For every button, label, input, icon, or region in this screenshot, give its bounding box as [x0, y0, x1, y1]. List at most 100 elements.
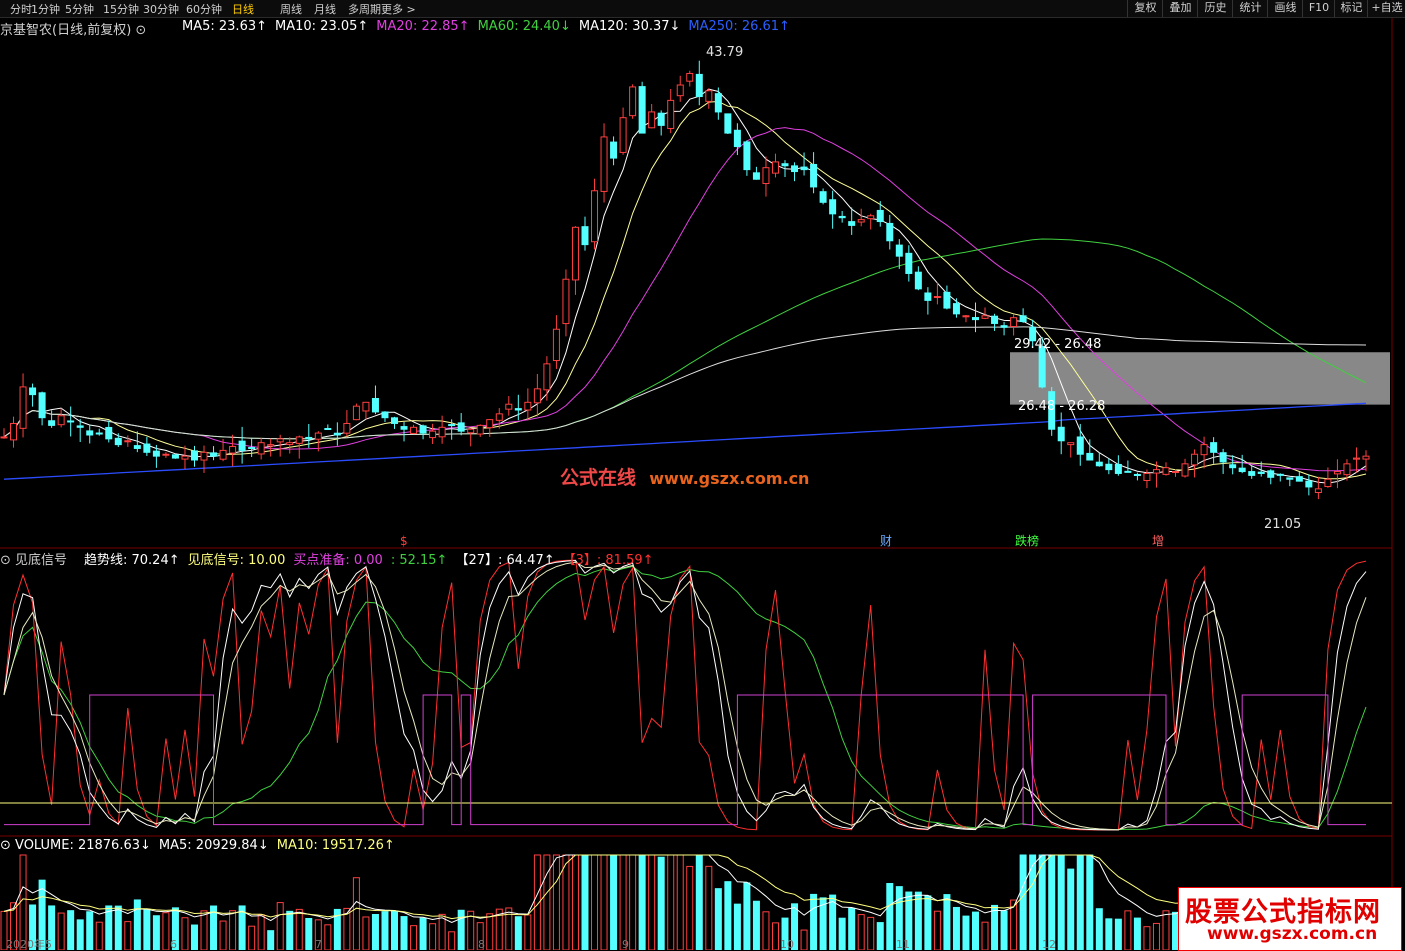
candle-body — [114, 437, 122, 446]
volume-bar — [1067, 868, 1075, 950]
candle-body — [10, 422, 18, 441]
volume-bar — [162, 912, 170, 950]
candle-body — [1352, 457, 1360, 460]
volume-bar — [667, 854, 675, 950]
candle-body — [752, 172, 760, 180]
period-tab-5[interactable]: 60分钟 — [186, 3, 222, 16]
volume-bar — [1124, 910, 1132, 950]
volume-bar — [95, 921, 103, 950]
candle-body — [600, 136, 608, 192]
candle-body — [1248, 471, 1256, 476]
volume-bar — [524, 914, 532, 950]
volume-bar — [752, 900, 760, 950]
volume-bar — [686, 865, 694, 950]
candle-body — [181, 455, 189, 460]
volume-bar — [533, 854, 541, 950]
period-tab-9[interactable]: 多周期 — [348, 3, 381, 16]
candle-body — [1181, 463, 1189, 477]
toolbar-tool-6[interactable]: 标记 — [1334, 0, 1368, 17]
volume-bar — [124, 921, 132, 950]
volume-bar — [438, 913, 446, 950]
toolbar-tool-4[interactable]: 画线 — [1267, 0, 1303, 17]
candle-body — [1362, 455, 1370, 460]
volume-ma10-line — [3, 854, 1367, 920]
ma-legend-item-2: MA20: 22.85↑ — [376, 19, 470, 34]
toolbar-tool-3[interactable]: 统计 — [1232, 0, 1268, 17]
candle-body — [971, 317, 979, 321]
volume-bar — [952, 906, 960, 950]
candle-body — [1324, 478, 1332, 488]
period-tab-6[interactable]: 日线 — [232, 3, 254, 16]
candle-body — [581, 226, 589, 246]
period-tab-0[interactable]: 分时 — [10, 3, 32, 16]
toolbar-tool-7[interactable]: +自选 — [1367, 0, 1405, 17]
volume-bar — [657, 856, 665, 950]
candle-body — [952, 303, 960, 315]
volume-bar — [1152, 922, 1160, 950]
period-tab-10[interactable]: 更多 > — [381, 3, 416, 16]
volume-bar — [190, 924, 198, 950]
volume-bar — [1029, 854, 1037, 950]
candle-body — [991, 315, 999, 324]
volume-bar — [305, 917, 313, 950]
candle-body — [295, 436, 303, 444]
candle-body — [1133, 473, 1141, 476]
period-tab-1[interactable]: 1分钟 — [31, 3, 60, 16]
volume-bar — [591, 854, 599, 950]
candle-body — [248, 447, 256, 450]
period-tab-8[interactable]: 月线 — [314, 3, 336, 16]
candle-body — [1295, 476, 1303, 482]
volume-bar — [1105, 918, 1113, 950]
toolbar-tool-1[interactable]: 叠加 — [1162, 0, 1198, 17]
volume-bar — [648, 854, 656, 950]
ma10-line — [3, 100, 1367, 480]
buy-ready-step-line — [4, 694, 1366, 826]
period-tab-3[interactable]: 15分钟 — [103, 3, 139, 16]
volume-bar — [610, 854, 618, 950]
candle-body — [524, 401, 532, 411]
volume-bar — [705, 865, 713, 950]
candle-body — [352, 405, 360, 421]
candle-body — [1276, 473, 1284, 476]
date-label-2: 7 — [315, 938, 322, 950]
indicator-title: ⊙ 见底信号 — [0, 553, 68, 568]
volume-bar — [400, 916, 408, 950]
candle-body — [29, 387, 37, 396]
period-tab-2[interactable]: 5分钟 — [65, 3, 94, 16]
candle-body — [895, 244, 903, 257]
candle-body — [76, 425, 84, 428]
period-tab-7[interactable]: 周线 — [280, 3, 302, 16]
candle-body — [391, 417, 399, 424]
volume-bar — [924, 895, 932, 950]
period-tab-4[interactable]: 30分钟 — [143, 3, 179, 16]
candle-body — [1305, 480, 1313, 488]
volume-bar — [352, 877, 360, 950]
volume-bar — [800, 929, 808, 950]
stock-title: 京基智农(日线,前复权) ⊙ — [0, 23, 147, 38]
indicator-trend-line — [3, 561, 1367, 831]
candle-body — [867, 215, 875, 220]
toolbar-tool-0[interactable]: 复权 — [1127, 0, 1163, 17]
toolbar-tool-2[interactable]: 历史 — [1197, 0, 1233, 17]
watermark-center: 公式在线 www.gszx.com.cn — [560, 467, 810, 489]
candle-body — [638, 86, 646, 134]
volume-bar — [219, 920, 227, 950]
candle-body — [48, 420, 56, 426]
toolbar-tool-5[interactable]: F10 — [1302, 0, 1335, 17]
volume-bar — [333, 908, 341, 950]
volume-bar — [1057, 854, 1065, 950]
volume-bar — [286, 910, 294, 950]
volume-bar — [229, 910, 237, 950]
volume-bar — [362, 916, 370, 950]
candle-body — [591, 190, 599, 243]
low-price-label: 21.05 — [1264, 517, 1301, 532]
volume-bar — [781, 917, 789, 950]
volume-bar — [171, 907, 179, 950]
candle-body — [19, 386, 27, 429]
volume-bar — [448, 931, 456, 950]
candle-body — [1333, 471, 1341, 475]
volume-bar — [1000, 910, 1008, 950]
candle-body — [1219, 452, 1227, 463]
candle-body — [1019, 315, 1027, 323]
candle-body — [981, 315, 989, 319]
